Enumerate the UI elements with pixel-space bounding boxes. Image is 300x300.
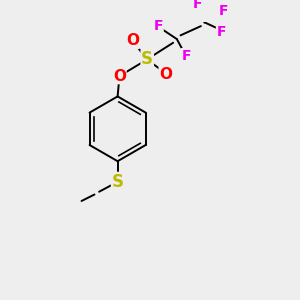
Text: F: F [154,19,163,33]
Text: O: O [159,67,172,82]
Text: F: F [192,0,202,11]
Text: F: F [181,49,191,63]
Text: S: S [141,50,153,68]
Text: O: O [113,69,126,84]
Text: O: O [126,33,139,48]
Text: S: S [112,172,124,190]
Text: F: F [218,4,228,18]
Text: F: F [217,25,226,39]
